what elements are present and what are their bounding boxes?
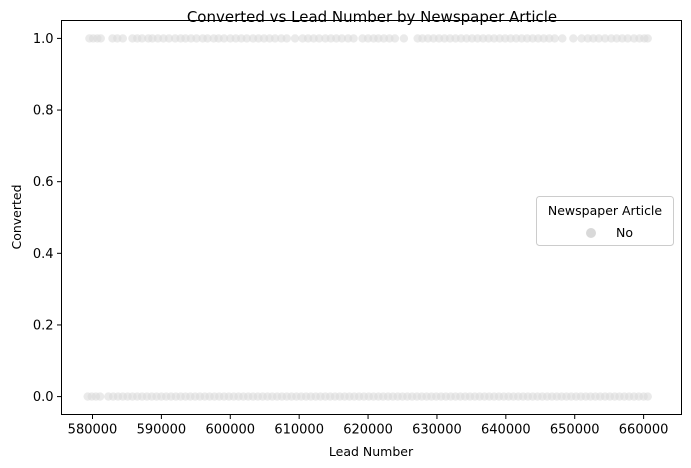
x-tick-label: 580000 [68, 423, 118, 438]
data-point [164, 34, 174, 43]
x-tick-label: 600000 [205, 423, 255, 438]
data-point [270, 34, 280, 43]
data-point [600, 34, 610, 43]
legend-entry-label: No [616, 225, 633, 240]
y-tick-label: 0.0 [33, 390, 54, 405]
x-tick-label: 660000 [619, 423, 669, 438]
data-point [643, 34, 652, 43]
y-axis-label: Converted [9, 184, 24, 249]
legend-frame [536, 196, 674, 246]
x-tick-label: 650000 [550, 423, 600, 438]
data-point [577, 34, 586, 43]
y-tick-label: 1.0 [33, 32, 54, 47]
legend-marker [586, 228, 596, 238]
x-tick-label: 590000 [137, 423, 187, 438]
chart-title: Converted vs Lead Number by Newspaper Ar… [187, 8, 557, 26]
y-tick-label: 0.2 [33, 318, 54, 333]
x-tick-label: 620000 [343, 423, 393, 438]
data-point [399, 34, 409, 43]
data-point [643, 392, 652, 401]
data-point [192, 34, 201, 43]
x-axis: 580000 590000 600000 610000 620000 630000 6400… [68, 414, 669, 438]
x-tick-label: 630000 [412, 423, 462, 438]
data-point [349, 34, 358, 43]
data-point [219, 34, 229, 43]
data-point [203, 34, 212, 43]
data-point [118, 34, 128, 43]
y-tick-label: 0.6 [33, 175, 54, 190]
data-point [95, 392, 105, 401]
data-point [623, 34, 632, 43]
x-tick-label: 640000 [481, 423, 531, 438]
plot-frame [61, 20, 682, 415]
data-point [569, 34, 578, 43]
data-point [594, 34, 604, 43]
data-point [314, 34, 324, 43]
data-point [242, 34, 252, 43]
data-point [558, 34, 567, 43]
data-point [282, 34, 291, 43]
data-point [137, 34, 147, 43]
data-point [96, 34, 105, 43]
x-axis-label: Lead Number [329, 444, 414, 459]
legend: Newspaper Article No [536, 196, 674, 246]
data-point [390, 34, 400, 43]
data-point [550, 34, 559, 43]
data-point [290, 34, 300, 43]
points-layer [83, 34, 652, 401]
y-axis: 0.0 0.2 0.4 0.6 0.8 1.0 [33, 32, 62, 405]
data-point [337, 34, 347, 43]
y-tick-label: 0.8 [33, 104, 54, 119]
x-tick-label: 610000 [274, 423, 324, 438]
y-tick-label: 0.4 [33, 247, 54, 262]
legend-title: Newspaper Article [548, 203, 663, 218]
